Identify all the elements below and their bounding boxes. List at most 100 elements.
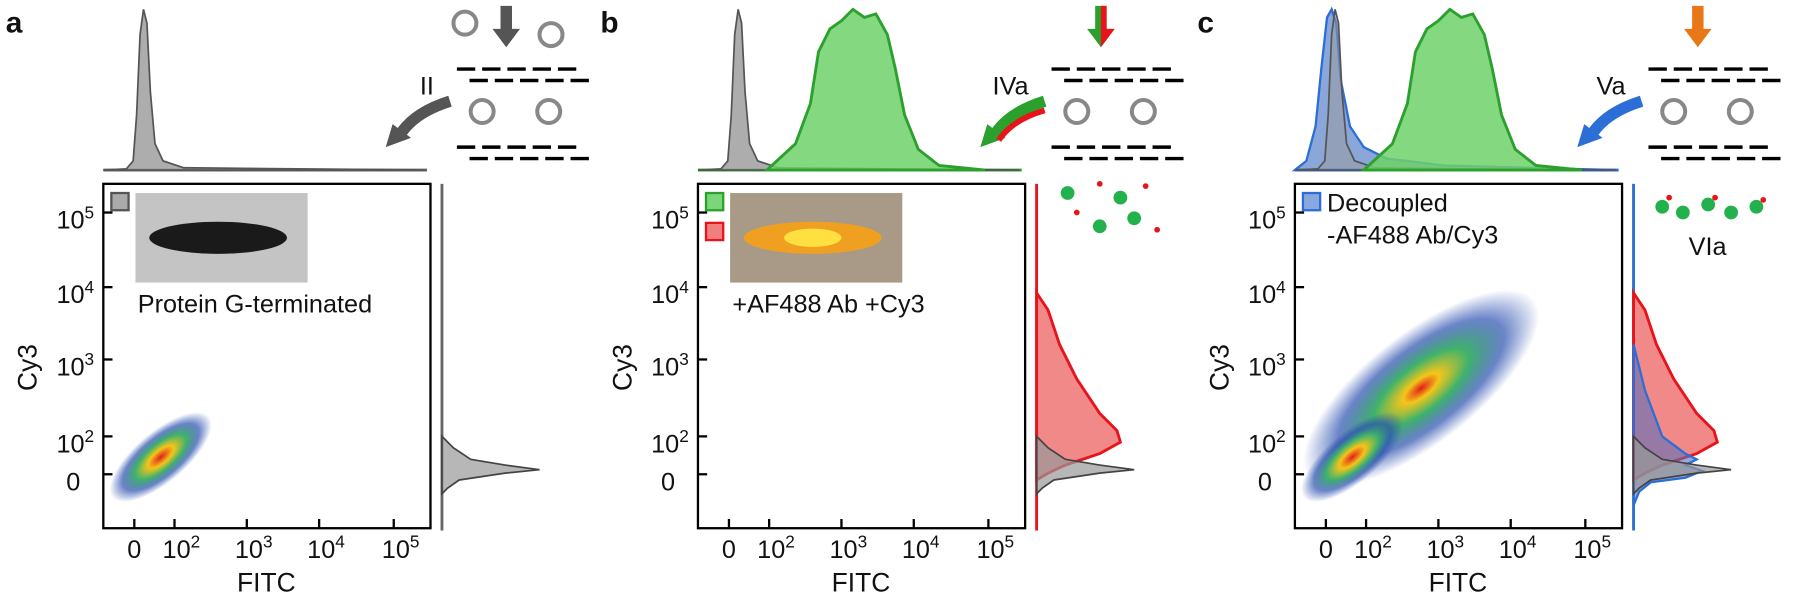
dye [1113, 190, 1128, 205]
dye [1154, 226, 1161, 233]
inset-sample [149, 221, 287, 254]
panel: b0 102 103 104 1051051041031020FITCCy3+AF488… [600, 5, 1540, 597]
plot-frame [696, 182, 1027, 530]
dye [1060, 186, 1075, 200]
y-tick-label: 105 [1248, 202, 1286, 234]
histogram [763, 7, 986, 172]
tick-base: 10 [56, 430, 84, 458]
dye [1092, 219, 1107, 234]
plot-frame [102, 182, 432, 530]
tick-base: 10 [235, 536, 263, 564]
tick-base: 10 [1248, 430, 1276, 458]
panel: a0 102 103 104 1051051041031020FITCCy3Protei… [6, 5, 589, 597]
y-tick-label: 104 [56, 277, 94, 309]
y-tick-label: 0 [1258, 468, 1272, 496]
tick-sup: 3 [1455, 532, 1465, 552]
x-tick-label: 0 [127, 536, 141, 564]
tick-base: 10 [902, 536, 930, 564]
x-tick-label: 103 [235, 532, 273, 564]
caption: -AF488 Ab/Cy3 [1327, 222, 1498, 250]
legend-swatch [110, 191, 130, 212]
x-tick-label: 103 [830, 532, 868, 564]
step-label: II [420, 72, 434, 100]
plot-frame [1293, 182, 1624, 530]
x-tick-label: 105 [1573, 532, 1611, 564]
bead [537, 21, 565, 49]
panel: c0 102 103 104 1051051041031020FITCCy3Decoup… [1197, 5, 1781, 597]
tick-base: 10 [651, 207, 679, 235]
y-tick-label: 103 [1248, 349, 1286, 381]
y-tick-label: 102 [56, 426, 94, 458]
y-tick-label: 0 [661, 468, 675, 496]
dye [1096, 180, 1103, 187]
histogram [1035, 434, 1135, 496]
tick-base: 10 [757, 536, 785, 564]
bead [1726, 98, 1754, 126]
tick-sup: 5 [1601, 532, 1611, 552]
dye [1712, 194, 1718, 201]
tick-sup: 5 [410, 532, 420, 552]
x-tick-label: 104 [1499, 532, 1537, 564]
y-tick-label: 102 [651, 426, 689, 458]
tick-base: 10 [1354, 536, 1382, 564]
panel-letter: a [6, 6, 23, 39]
tick-base: 10 [307, 536, 335, 564]
tick-sup: 2 [679, 426, 689, 446]
legend-swatch [704, 191, 725, 212]
inset-sample [784, 228, 842, 247]
y-tick-label: 103 [651, 349, 689, 381]
tick-base: 10 [56, 281, 84, 309]
dye [1749, 199, 1764, 214]
y-axis-label: Cy3 [607, 344, 637, 391]
x-tick-label: 104 [307, 532, 345, 564]
tick-base: 10 [651, 430, 679, 458]
arrow-head [1577, 124, 1603, 148]
dye [1666, 194, 1673, 201]
x-tick-label: 102 [757, 532, 795, 564]
tick-sup: 2 [1276, 426, 1286, 446]
x-tick-label: 104 [902, 532, 940, 564]
x-tick-label: 0 [1319, 536, 1333, 564]
legend-swatch [1301, 191, 1322, 212]
caption: +AF488 Ab +Cy3 [732, 290, 924, 318]
tick-sup: 2 [191, 532, 201, 552]
down-arrow [1100, 5, 1115, 48]
bead [535, 98, 563, 126]
step-label: IVa [993, 72, 1030, 100]
curved-arrow [394, 95, 452, 139]
tick-base: 10 [1573, 536, 1601, 564]
step-label: VIa [1689, 233, 1728, 261]
tick-base: 10 [1248, 281, 1276, 309]
bead [1129, 98, 1157, 126]
arrow-head [385, 124, 411, 148]
dye [1724, 205, 1739, 220]
tick-sup: 3 [1276, 349, 1286, 369]
y-axis-label: Cy3 [1204, 344, 1234, 391]
caption: Protein G-terminated [138, 290, 372, 318]
tick-base: 10 [830, 536, 858, 564]
down-arrow [492, 5, 521, 48]
histogram [1360, 7, 1583, 172]
y-tick-label: 105 [651, 202, 689, 234]
tick-base: 10 [382, 536, 410, 564]
histogram [103, 9, 425, 171]
curved-arrow [996, 107, 1046, 142]
tick-sup: 5 [1005, 532, 1015, 552]
tick-sup: 5 [679, 202, 689, 222]
down-arrow [1684, 5, 1712, 48]
tick-base: 10 [1426, 536, 1454, 564]
curved-arrow [1586, 95, 1644, 139]
tick-base: 10 [651, 281, 679, 309]
x-axis-label: FITC [832, 567, 891, 597]
legend-swatch [704, 221, 725, 242]
arrow-head [980, 124, 1006, 148]
tick-base: 10 [56, 354, 84, 382]
bead [1063, 98, 1091, 126]
tick-sup: 2 [85, 426, 95, 446]
dye [1760, 197, 1767, 203]
tick-base: 10 [1248, 354, 1276, 382]
tick-sup: 4 [335, 532, 345, 552]
density-cloud [1301, 412, 1404, 503]
dye [1127, 211, 1142, 226]
tick-sup: 4 [930, 532, 940, 552]
